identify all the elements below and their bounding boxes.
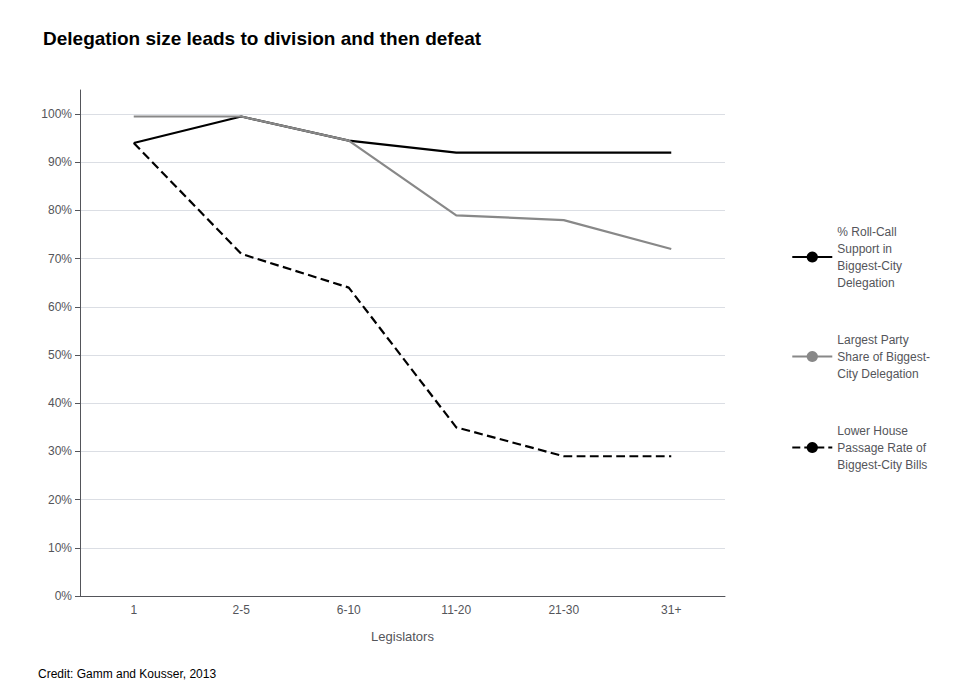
svg-text:1: 1 [130,603,137,617]
svg-text:0%: 0% [55,589,73,603]
svg-text:% Roll-Call: % Roll-Call [837,225,896,239]
svg-text:40%: 40% [48,396,72,410]
svg-text:2-5: 2-5 [233,603,251,617]
svg-text:6-10: 6-10 [337,603,361,617]
svg-text:Largest Party: Largest Party [837,333,908,347]
svg-text:50%: 50% [48,348,72,362]
svg-text:21-30: 21-30 [548,603,579,617]
svg-text:10%: 10% [48,541,72,555]
svg-text:70%: 70% [48,252,72,266]
svg-text:Biggest-City Bills: Biggest-City Bills [837,458,927,472]
svg-text:30%: 30% [48,444,72,458]
svg-text:City Delegation: City Delegation [837,367,918,381]
svg-text:Passage Rate of: Passage Rate of [837,441,926,455]
svg-text:31+: 31+ [661,603,681,617]
svg-text:90%: 90% [48,155,72,169]
svg-text:Delegation: Delegation [837,276,894,290]
svg-text:20%: 20% [48,493,72,507]
svg-text:Credit: Gamm and Kousser, 2013: Credit: Gamm and Kousser, 2013 [38,667,216,681]
svg-text:Share of Biggest-: Share of Biggest- [837,350,930,364]
svg-text:11-20: 11-20 [441,603,471,617]
svg-text:Support in: Support in [837,242,892,256]
svg-text:Biggest-City: Biggest-City [837,259,902,273]
svg-text:Lower House: Lower House [837,424,908,438]
svg-text:80%: 80% [48,203,72,217]
svg-text:Delegation size leads to divis: Delegation size leads to division and th… [43,28,482,49]
svg-text:100%: 100% [41,107,72,121]
svg-text:60%: 60% [48,300,72,314]
svg-text:Legislators: Legislators [371,629,434,644]
